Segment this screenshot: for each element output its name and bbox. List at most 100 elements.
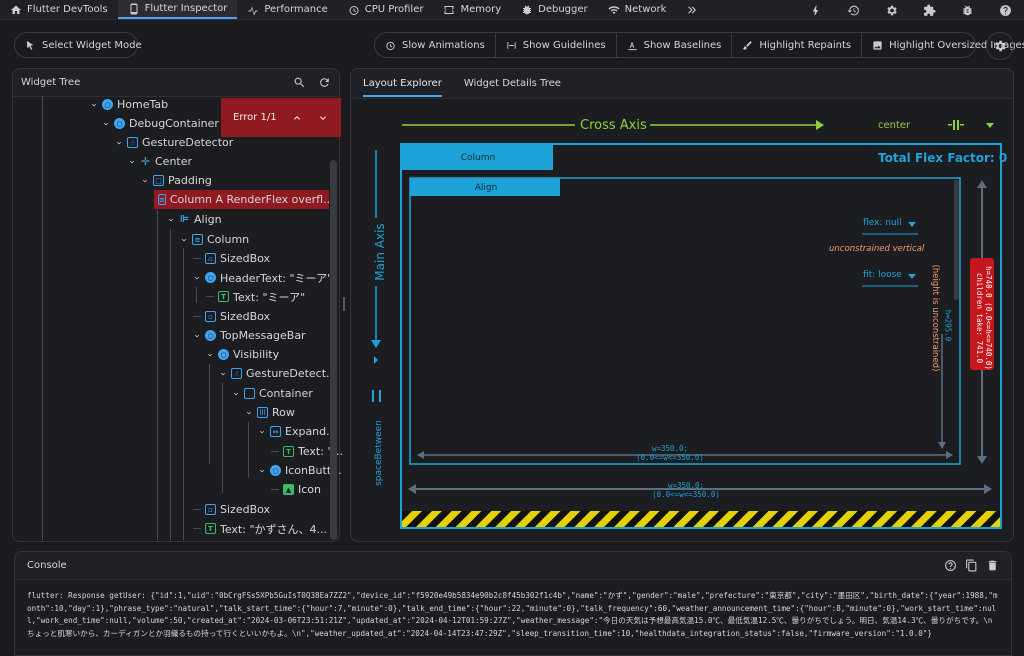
chevron-up-icon[interactable] xyxy=(291,112,303,124)
panel-splitter-handle[interactable] xyxy=(343,297,345,311)
text-icon: T xyxy=(283,446,294,457)
select-widget-mode-label: Select Widget Mode xyxy=(42,39,142,51)
chevron-down-icon[interactable] xyxy=(258,428,266,436)
gesture-icon: ☝ xyxy=(127,137,138,148)
chevron-down-icon[interactable] xyxy=(90,101,98,109)
tree-row[interactable]: ☝ GestureDetector xyxy=(115,133,233,152)
history-button[interactable] xyxy=(834,0,872,20)
tree-row[interactable]: Container xyxy=(232,384,313,403)
chevron-down-icon[interactable] xyxy=(167,216,175,224)
align-box xyxy=(409,177,961,465)
bolt-button[interactable] xyxy=(796,0,834,20)
chevron-down-icon[interactable] xyxy=(206,351,214,359)
gesture-icon: ☝ xyxy=(231,368,242,379)
chevron-down-icon[interactable] xyxy=(232,390,240,398)
chevron-down-icon[interactable] xyxy=(102,120,110,128)
tree-row[interactable]: ||| Row xyxy=(245,403,295,422)
tab-layout-explorer[interactable]: Layout Explorer xyxy=(363,78,442,97)
image-icon: ▲ xyxy=(283,484,294,495)
flex-value[interactable]: flex: null xyxy=(863,218,902,228)
tree-row[interactable]: ≡ Column xyxy=(180,230,249,249)
widget-tree-header: Widget Tree xyxy=(13,69,339,97)
chevron-down-icon[interactable] xyxy=(141,177,149,185)
inspector-settings-button[interactable] xyxy=(986,32,1014,60)
tree-row[interactable]: □ Padding xyxy=(141,171,212,190)
tree-row[interactable]: ▲ Icon xyxy=(271,480,321,499)
copy-icon[interactable] xyxy=(965,559,978,572)
show-baselines-button[interactable]: Show Baselines xyxy=(617,33,733,57)
tree-scrollbar[interactable] xyxy=(330,160,337,540)
tree-row[interactable]: ≡ Column A RenderFlex overfl... xyxy=(154,190,334,209)
show-baselines-label: Show Baselines xyxy=(643,39,722,51)
tab-cpu-profiler[interactable]: CPU Profiler xyxy=(338,0,434,19)
tab-flutter-inspector[interactable]: Flutter Inspector xyxy=(117,0,238,19)
tab-flutter-devtools[interactable]: Flutter DevTools xyxy=(0,0,118,19)
help-button[interactable] xyxy=(986,0,1024,20)
highlight-repaints-button[interactable]: Highlight Repaints xyxy=(732,33,863,57)
tab-widget-details-tree[interactable]: Widget Details Tree xyxy=(463,78,561,89)
settings-button[interactable] xyxy=(872,0,910,20)
column-box xyxy=(400,143,1002,529)
unconstrained-note: unconstrained vertical xyxy=(829,244,925,254)
tree-row[interactable]: ○ DebugContainer xyxy=(102,114,219,133)
tree-connector xyxy=(193,258,201,259)
chevron-down-icon[interactable] xyxy=(115,139,123,147)
tree-row[interactable]: ▫ SizedBox xyxy=(193,500,270,519)
main-alignment-value[interactable]: spaceBetween xyxy=(374,420,384,486)
tree-guide xyxy=(42,96,43,540)
help-icon[interactable] xyxy=(944,559,957,572)
chevron-down-icon[interactable] xyxy=(219,370,227,378)
guidelines-icon xyxy=(507,41,516,49)
tree-row[interactable]: T Text: "かずさん、4... xyxy=(193,519,327,538)
chevron-down-icon[interactable] xyxy=(180,236,188,244)
tree-row-label: GestureDetector xyxy=(142,136,234,149)
height-unconstrained-note: (height is unconstrained) xyxy=(930,264,940,372)
tree-row[interactable]: ○ IconButt... xyxy=(258,461,342,480)
chevron-down-icon[interactable] xyxy=(245,409,253,417)
search-icon[interactable] xyxy=(293,76,306,89)
show-guidelines-label: Show Guidelines xyxy=(522,39,606,51)
home-icon xyxy=(11,5,21,14)
overflow-badge xyxy=(970,258,994,370)
phone-icon xyxy=(130,3,138,14)
slow-animations-button[interactable]: Slow Animations xyxy=(375,33,496,57)
bug-report-button[interactable] xyxy=(948,0,986,20)
tab-performance[interactable]: Performance xyxy=(237,0,337,19)
tree-row[interactable]: ○ Visibility xyxy=(206,345,279,364)
widget-icon: ○ xyxy=(102,99,113,110)
tree-row[interactable]: ⊫ Align xyxy=(167,210,222,229)
tab-debugger[interactable]: Debugger xyxy=(511,0,598,19)
select-widget-mode-button[interactable]: Select Widget Mode xyxy=(14,32,142,58)
extension-button[interactable] xyxy=(910,0,948,20)
tree-row[interactable]: ↔ Expand... xyxy=(258,422,337,441)
help-icon xyxy=(999,4,1011,16)
chevron-down-icon[interactable] xyxy=(317,112,329,124)
delete-icon[interactable] xyxy=(986,559,999,572)
tree-row[interactable]: ✛ Center xyxy=(128,152,192,171)
fit-value[interactable]: fit: loose xyxy=(863,270,902,280)
tree-row[interactable]: ▫ SizedBox xyxy=(193,307,270,326)
tree-row-label: Column xyxy=(207,233,250,246)
widget-icon: ○ xyxy=(270,465,281,476)
wifi-icon xyxy=(608,5,620,14)
tab-memory[interactable]: Memory xyxy=(433,0,511,19)
tree-row-label: Text: "ミーア" xyxy=(233,290,306,304)
chevron-down-icon[interactable] xyxy=(258,467,266,475)
tree-row[interactable]: ▫ SizedBox xyxy=(193,249,270,268)
tree-row[interactable]: ☝ GestureDetect... xyxy=(219,364,337,383)
tree-row[interactable]: ○ TopMessageBar xyxy=(193,326,306,345)
chevron-down-icon[interactable] xyxy=(193,332,201,340)
tree-connector xyxy=(271,489,279,490)
tree-row[interactable]: ○ HeaderText: "ミーア" xyxy=(193,268,332,287)
show-guidelines-button[interactable]: Show Guidelines xyxy=(496,33,617,57)
tab-network[interactable]: Network xyxy=(598,0,677,19)
tree-row[interactable]: ○ HomeTab xyxy=(90,95,168,114)
highlight-oversized-images-button[interactable]: Highlight Oversized Images xyxy=(862,33,1024,57)
cross-alignment-value[interactable]: center xyxy=(878,120,911,131)
chevron-down-icon[interactable] xyxy=(193,274,201,282)
refresh-icon[interactable] xyxy=(318,76,331,89)
sizedbox-icon: ▫ xyxy=(205,253,216,264)
more-tabs-button[interactable] xyxy=(676,0,708,19)
tree-row[interactable]: T Text: "ミーア" xyxy=(206,287,305,306)
chevron-down-icon[interactable] xyxy=(128,158,136,166)
